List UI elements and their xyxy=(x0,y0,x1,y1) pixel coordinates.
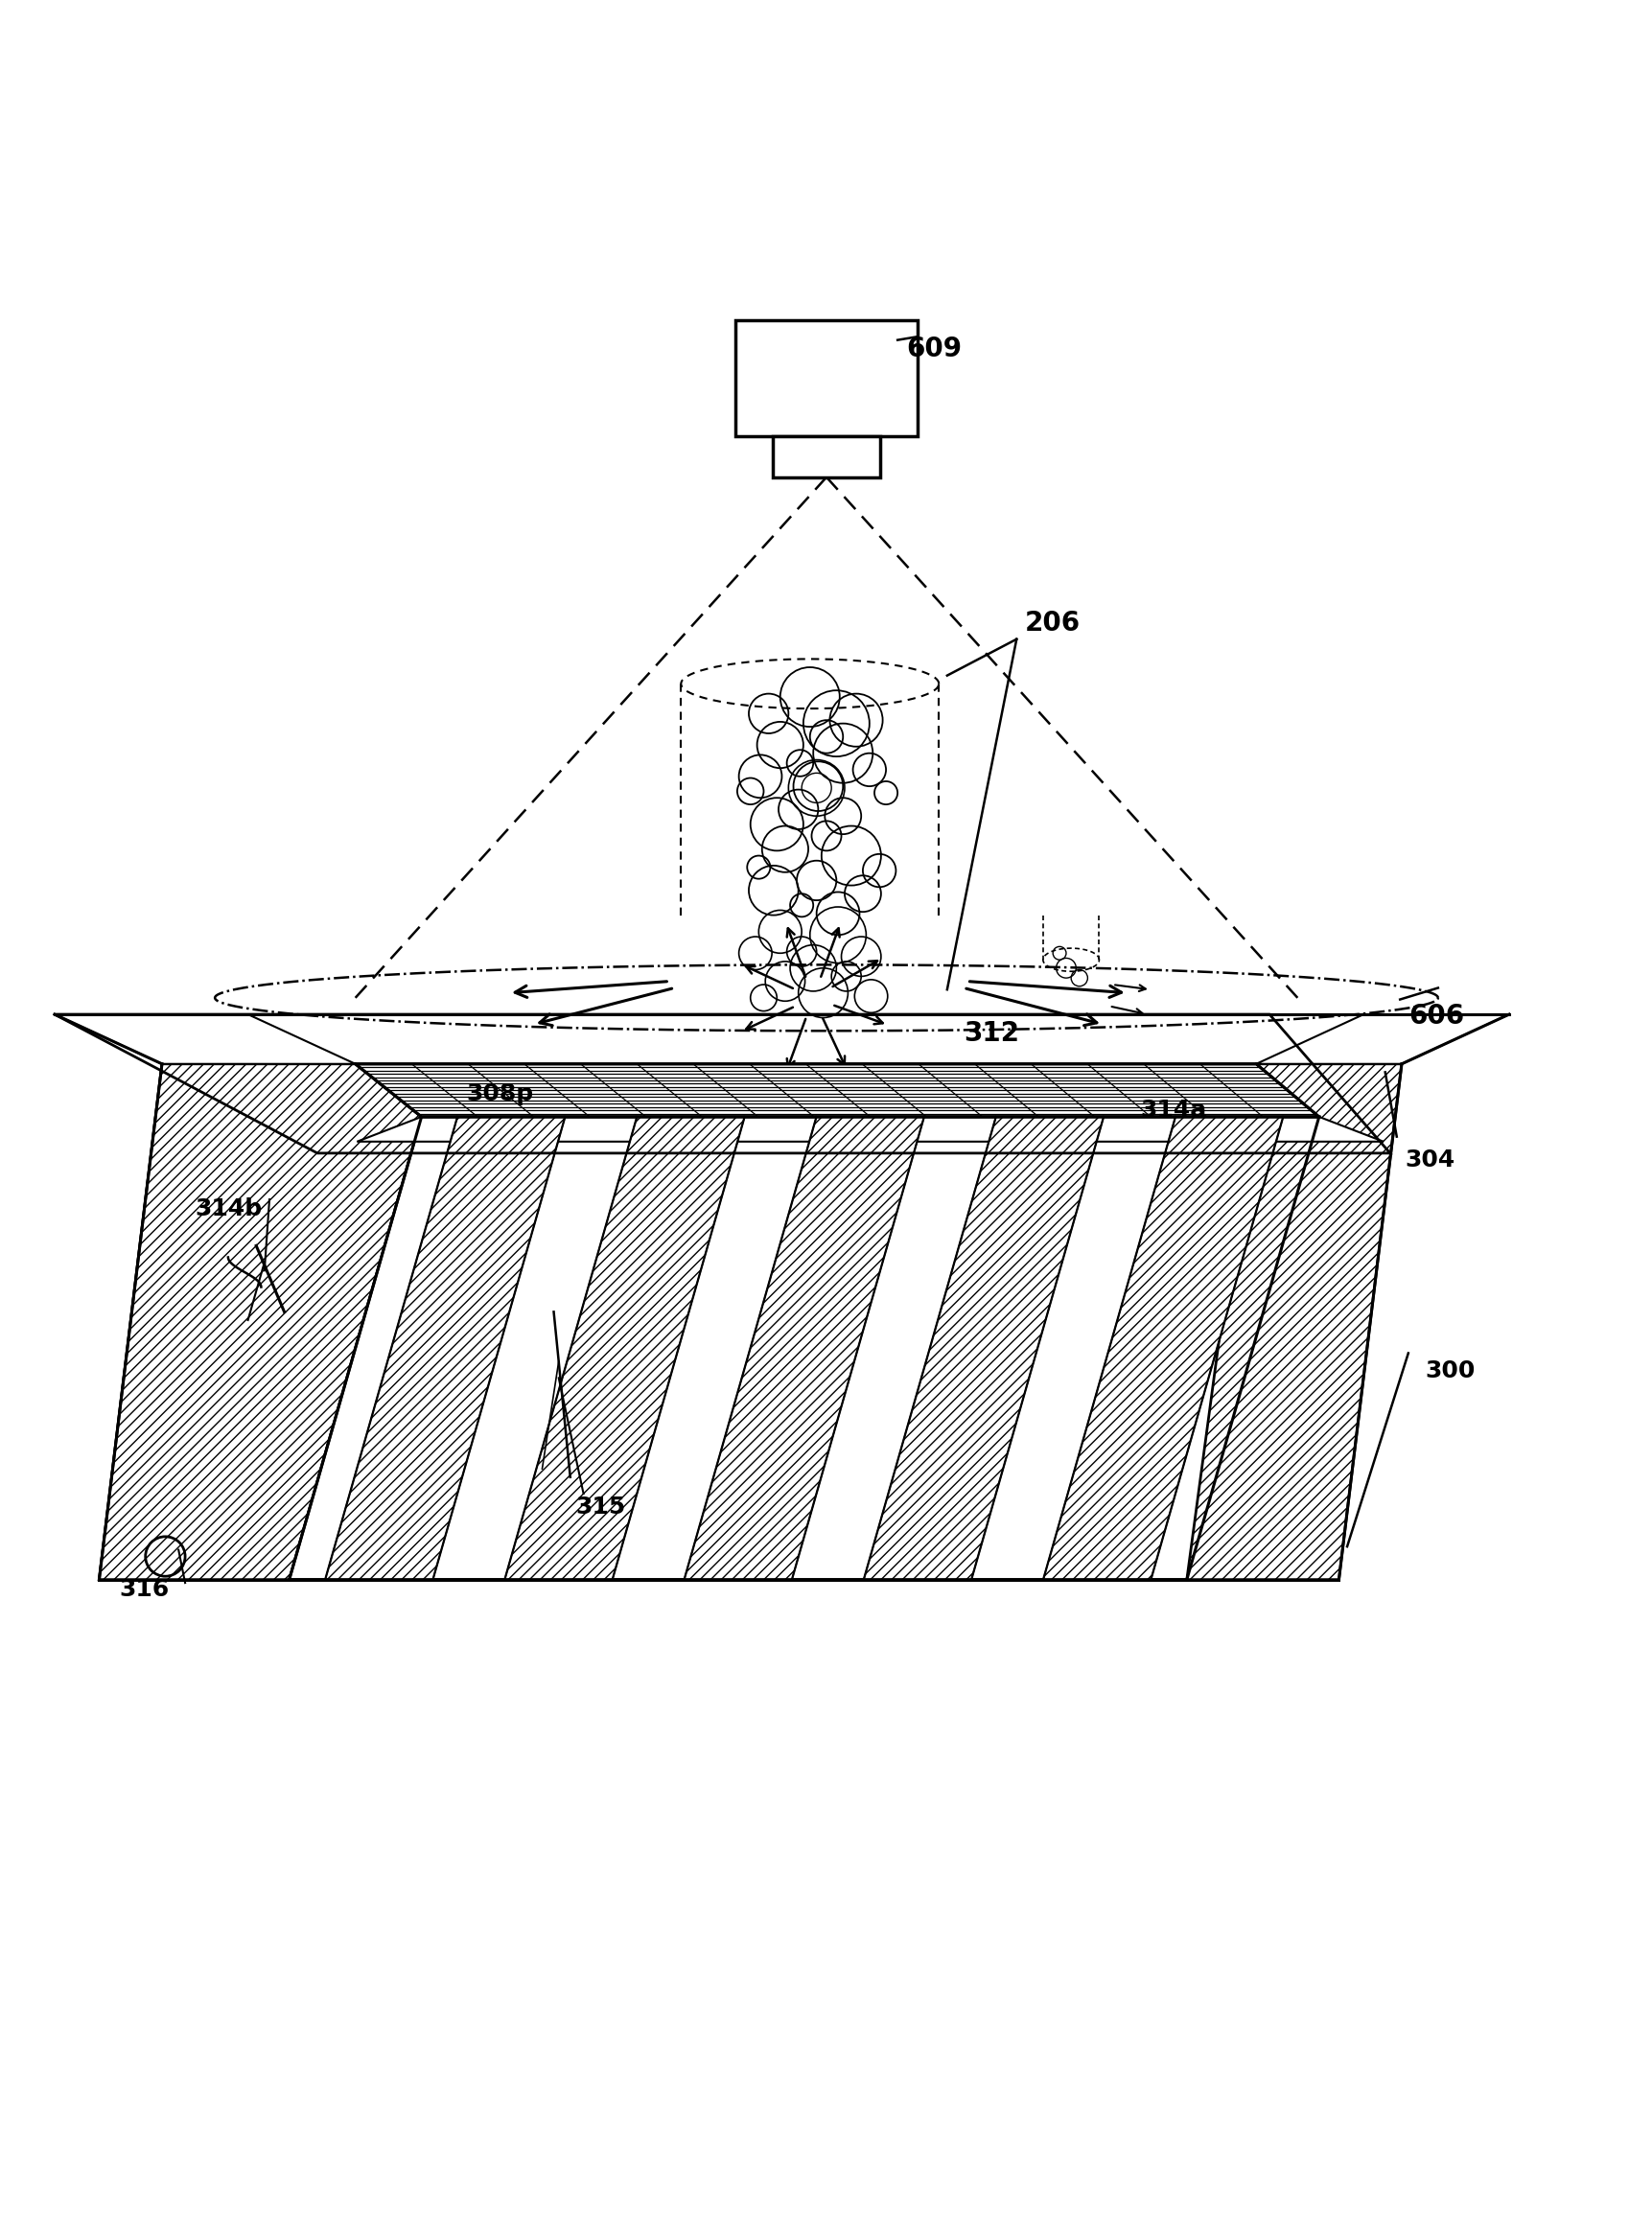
Polygon shape xyxy=(355,1065,1318,1116)
Polygon shape xyxy=(99,1065,421,1579)
Text: 304: 304 xyxy=(1404,1149,1454,1171)
Polygon shape xyxy=(1256,1013,1508,1065)
Text: 315: 315 xyxy=(575,1494,624,1519)
Text: 606: 606 xyxy=(1408,1002,1464,1031)
Polygon shape xyxy=(684,1116,923,1579)
Text: 300: 300 xyxy=(1424,1361,1474,1383)
Text: 316: 316 xyxy=(119,1579,169,1601)
Polygon shape xyxy=(325,1116,565,1579)
Text: 314a: 314a xyxy=(1140,1098,1206,1122)
Polygon shape xyxy=(1042,1116,1282,1579)
Text: 314b: 314b xyxy=(195,1198,263,1220)
Polygon shape xyxy=(504,1116,743,1579)
Text: 206: 206 xyxy=(1024,610,1080,637)
Polygon shape xyxy=(289,1116,1318,1579)
Polygon shape xyxy=(55,1013,355,1065)
Text: 312: 312 xyxy=(963,1020,1019,1047)
Polygon shape xyxy=(99,1065,421,1579)
Text: 609: 609 xyxy=(905,336,961,363)
Text: 308p: 308p xyxy=(466,1082,534,1105)
Bar xyxy=(735,321,917,436)
Polygon shape xyxy=(864,1116,1104,1579)
Bar xyxy=(771,436,879,477)
Polygon shape xyxy=(1186,1065,1401,1579)
Polygon shape xyxy=(357,1116,1383,1142)
